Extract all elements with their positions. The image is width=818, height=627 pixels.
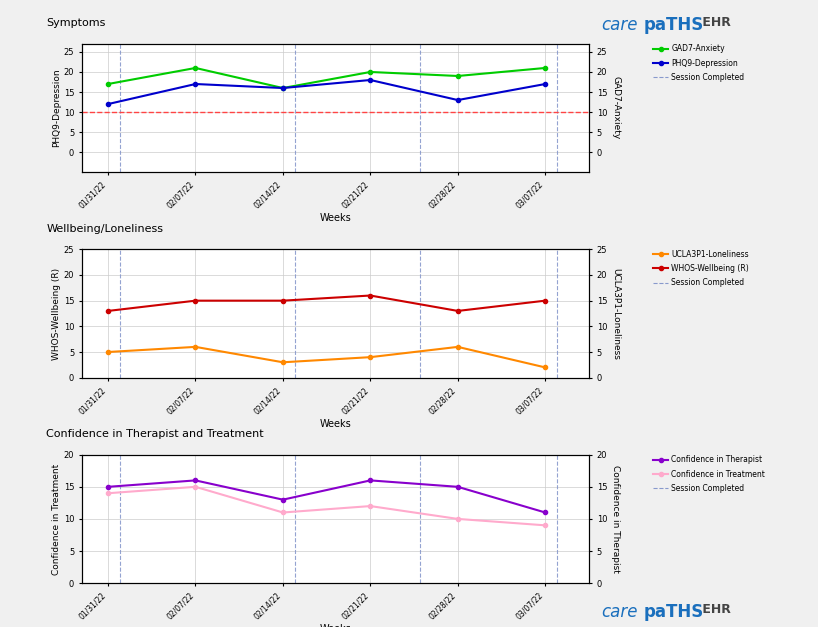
X-axis label: Weeks: Weeks <box>320 213 351 223</box>
Y-axis label: PHQ9-Depression: PHQ9-Depression <box>52 69 61 147</box>
Text: Confidence in Therapist and Treatment: Confidence in Therapist and Treatment <box>47 429 264 440</box>
Y-axis label: Confidence in Treatment: Confidence in Treatment <box>52 463 61 574</box>
X-axis label: Weeks: Weeks <box>320 419 351 429</box>
X-axis label: Weeks: Weeks <box>320 624 351 627</box>
Text: paTHS: paTHS <box>644 16 704 34</box>
Text: care: care <box>601 603 638 621</box>
Y-axis label: GAD7-Anxiety: GAD7-Anxiety <box>611 76 620 140</box>
Y-axis label: UCLA3P1-Loneliness: UCLA3P1-Loneliness <box>611 268 620 359</box>
Legend: GAD7-Anxiety, PHQ9-Depression, Session Completed: GAD7-Anxiety, PHQ9-Depression, Session C… <box>649 41 748 85</box>
Text: paTHS: paTHS <box>644 603 704 621</box>
Text: Symptoms: Symptoms <box>47 18 106 28</box>
Legend: Confidence in Therapist, Confidence in Treatment, Session Completed: Confidence in Therapist, Confidence in T… <box>649 452 768 496</box>
Text: EHR: EHR <box>698 603 730 616</box>
Text: EHR: EHR <box>698 16 730 29</box>
Text: Wellbeing/Loneliness: Wellbeing/Loneliness <box>47 224 164 234</box>
Y-axis label: Confidence in Therapist: Confidence in Therapist <box>611 465 620 573</box>
Legend: UCLA3P1-Loneliness, WHOS-Wellbeing (R), Session Completed: UCLA3P1-Loneliness, WHOS-Wellbeing (R), … <box>649 247 752 290</box>
Y-axis label: WHOS-Wellbeing (R): WHOS-Wellbeing (R) <box>52 268 61 359</box>
Text: care: care <box>601 16 638 34</box>
